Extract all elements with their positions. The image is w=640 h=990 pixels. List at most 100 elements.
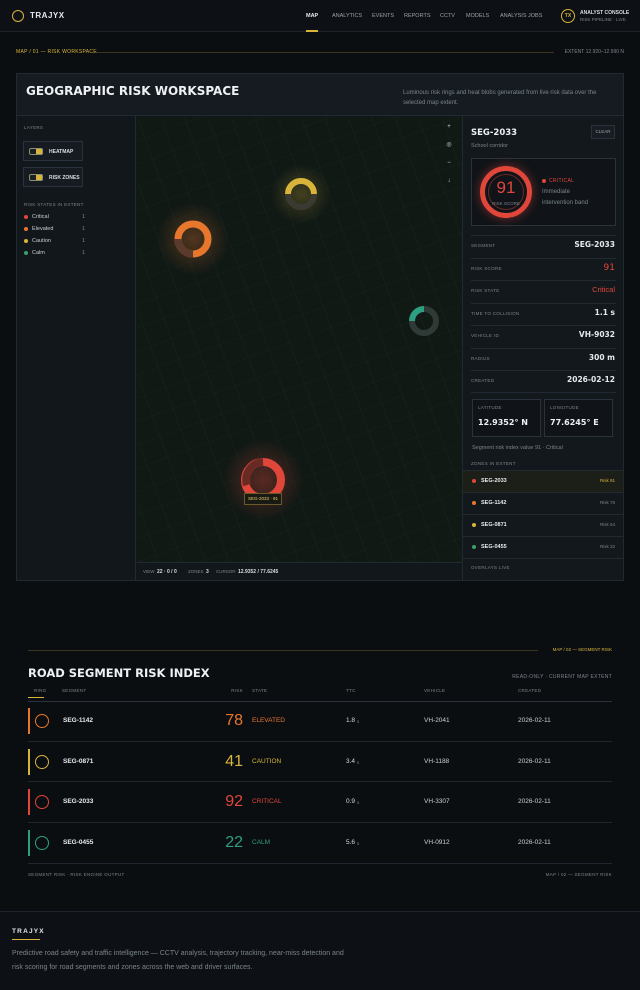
sidebar xyxy=(17,116,136,580)
row-ring xyxy=(35,795,49,810)
status-value: 3 xyxy=(206,569,209,575)
row-risk: 78 xyxy=(225,712,243,729)
state-count: 1 xyxy=(82,238,86,244)
nav-link[interactable]: CCTV xyxy=(440,13,455,19)
row-state: CAUTION xyxy=(252,757,282,765)
state-label: Critical xyxy=(32,214,49,220)
column-header: RING xyxy=(34,688,47,693)
state-label: Elevated xyxy=(32,226,54,232)
breadcrumb: MAP / 01 — RISK WORKSPACE xyxy=(16,49,97,55)
panel-header xyxy=(17,74,623,116)
field-value: Critical xyxy=(592,285,615,294)
row-ttc: 0.9 xyxy=(346,798,356,806)
detail-summary: Segment risk index value 91 · Critical xyxy=(472,445,563,451)
zone-row[interactable] xyxy=(463,470,623,492)
table-footer-left: SEGMENT RISK · RISK ENGINE OUTPUT xyxy=(28,872,125,877)
field-label: RISK SCORE xyxy=(471,265,502,271)
row-segment: SEG-0455 xyxy=(63,839,94,847)
field-label: RISK STATE xyxy=(471,288,500,293)
logo: TRAJYX xyxy=(30,11,65,20)
row-ttc-unit: s xyxy=(357,800,360,806)
clear-button[interactable] xyxy=(591,125,615,139)
nav-link[interactable]: ANALYTICS xyxy=(332,13,363,19)
zone-risk: Risk 54 xyxy=(599,522,615,527)
coord-box xyxy=(544,399,613,437)
row-created: 2026-02-11 xyxy=(518,839,551,847)
nav-link[interactable]: MAP xyxy=(306,13,319,19)
nav-link[interactable]: MODELS xyxy=(466,13,490,19)
map-control[interactable]: ◎ xyxy=(446,142,452,148)
score-label: RISK SCORE xyxy=(492,201,520,206)
zone-row[interactable] xyxy=(463,492,623,514)
state-count: 1 xyxy=(82,214,86,220)
row-risk: 41 xyxy=(225,752,243,770)
coord-value: 12.9352° N xyxy=(478,418,528,427)
row-segment: SEG-0871 xyxy=(63,757,94,765)
footer-brand-underline xyxy=(12,939,40,940)
row-ring xyxy=(35,836,49,851)
page-footer xyxy=(0,911,640,990)
field-value: 2026-02-12 xyxy=(567,375,615,384)
marker-label[interactable]: SEG-2033 · 91 xyxy=(243,493,283,505)
field-value: 300 m xyxy=(588,352,615,362)
state-label: Calm xyxy=(32,250,45,256)
layer-label: RISK ZONES xyxy=(49,174,80,181)
coord-label: LATITUDE xyxy=(478,405,502,410)
nav-active-underline xyxy=(306,30,318,32)
map-control[interactable]: + xyxy=(447,124,451,130)
row-bar xyxy=(28,708,30,734)
status-value: 12.9352 / 77.6245 xyxy=(238,569,279,575)
row-bar xyxy=(28,748,30,775)
clear-label: CLEAR xyxy=(595,129,611,134)
logo-mark xyxy=(12,10,24,22)
field-value: 91 xyxy=(603,262,615,273)
field-label: CREATED xyxy=(471,378,495,383)
state-count: 1 xyxy=(82,250,86,256)
status-label: CURSOR xyxy=(216,569,236,574)
badge xyxy=(561,9,575,23)
row-ttc: 3.4 xyxy=(346,757,356,765)
layer-toggle[interactable] xyxy=(23,167,83,187)
zone-row[interactable] xyxy=(463,514,623,536)
extent: EXTENT 12.920–12.990 N xyxy=(564,49,624,55)
row-ttc: 5.6 xyxy=(346,839,356,847)
state-label: Caution xyxy=(32,238,51,244)
header-rule xyxy=(28,701,612,702)
field-divider xyxy=(471,235,616,236)
nav-link[interactable]: EVENTS xyxy=(372,13,395,19)
nav-link[interactable]: REPORTS xyxy=(404,13,431,19)
map-control[interactable]: − xyxy=(447,160,451,166)
console-title: ANALYST CONSOLE xyxy=(580,10,630,16)
zone-row[interactable] xyxy=(463,536,623,558)
status-value: 22 · 0 / 0 xyxy=(157,569,177,575)
state-dot xyxy=(24,251,28,255)
coord-box xyxy=(472,399,541,437)
section-rule xyxy=(28,650,538,651)
footer-text: Predictive road safety and traffic intel… xyxy=(12,950,344,971)
detail-place: School corridor xyxy=(471,143,508,149)
row-bar xyxy=(28,789,30,816)
layer-toggle[interactable] xyxy=(23,141,83,161)
table-row xyxy=(28,823,612,864)
column-header: TTC xyxy=(346,688,356,693)
zone-risk: Risk 22 xyxy=(599,544,615,549)
zone-name: SEG-0455 xyxy=(481,544,507,550)
row-risk: 22 xyxy=(225,834,243,852)
toggle-switch xyxy=(29,174,43,181)
zone-name: SEG-0871 xyxy=(481,522,507,528)
nav-link[interactable]: ANALYSIS JOBS xyxy=(500,13,543,19)
field-value: VH-9032 xyxy=(578,330,615,339)
map-control[interactable]: ↓ xyxy=(447,178,451,184)
table-row xyxy=(28,742,612,783)
overlays-status: OVERLAYS LIVE xyxy=(471,565,510,570)
table-footer-right: MAP / 02 — SEGMENT RISK xyxy=(545,872,612,877)
status-label: VIEW xyxy=(143,569,155,574)
state-dot xyxy=(24,239,28,243)
table-title: ROAD SEGMENT RISK INDEX xyxy=(28,666,210,680)
table-row xyxy=(28,782,612,823)
row-vehicle: VH-1188 xyxy=(424,757,450,765)
field-label: SEGMENT xyxy=(471,243,496,248)
row-created: 2026-02-11 xyxy=(518,717,551,724)
detail-segment: SEG-2033 xyxy=(471,128,518,138)
field-label: RADIUS xyxy=(471,355,490,361)
